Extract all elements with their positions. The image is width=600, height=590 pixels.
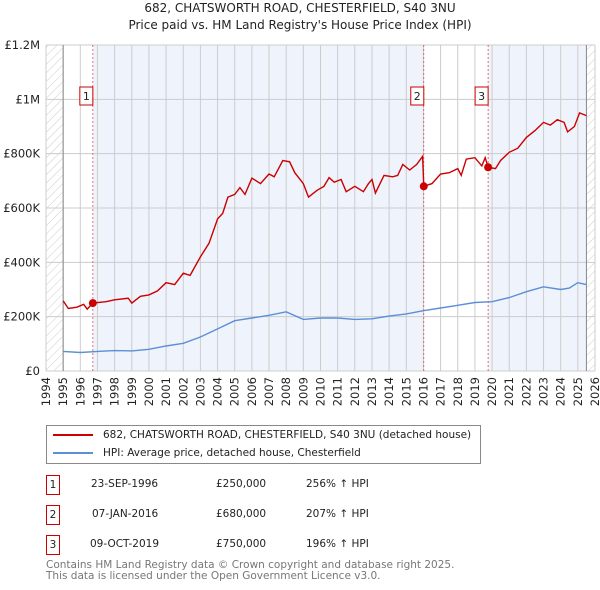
sale-price: £680,000 [216,508,267,520]
x-tick-label: 2021 [502,377,516,406]
x-tick-label: 1996 [73,377,87,406]
x-tick-label: 2017 [434,377,448,406]
sale-number: 1 [46,475,60,495]
chart-subtitle: Price paid vs. HM Land Registry's House … [128,18,472,32]
sale-date: 09-OCT-2019 [90,538,159,550]
x-tick-label: 1998 [108,377,122,406]
sale-label: 3 [478,90,485,103]
x-tick-label: 2001 [159,377,173,406]
x-tick-label: 2003 [193,377,207,406]
sale-label: 1 [83,90,90,103]
sale-label-box [474,86,489,106]
legend-swatch-property [53,434,93,436]
x-tick-label: 2015 [399,377,413,406]
x-tick-label: 2002 [176,377,190,406]
legend: 682, CHATSWORTH ROAD, CHESTERFIELD, S40 … [46,425,481,464]
legend-label: HPI: Average price, detached house, Ches… [103,447,361,459]
sale-hpi: 207% ↑ HPI [306,508,369,520]
x-tick-label: 2010 [314,377,328,406]
x-tick-label: 2004 [211,377,225,406]
x-tick-label: 2005 [228,377,242,406]
x-tick-label: 2020 [485,377,499,406]
sale-number: 2 [46,505,60,525]
x-tick-label: 1994 [39,377,53,406]
x-tick-label: 2011 [331,377,345,406]
chart-title: 682, CHATSWORTH ROAD, CHESTERFIELD, S40 … [144,1,456,15]
footer: Contains HM Land Registry data © Crown c… [46,560,454,582]
x-tick-label: 2007 [262,377,276,406]
y-tick-label: £600K [3,201,40,215]
x-tick-label: 2022 [519,377,533,406]
footer-copyright: Contains HM Land Registry data © Crown c… [46,559,455,571]
y-tick-label: £400K [3,255,40,269]
x-tick-label: 2014 [382,377,396,406]
y-tick-label: £1.2M [4,38,40,52]
sale-number: 3 [46,535,60,555]
x-tick-label: 2016 [416,377,430,406]
x-tick-label: 2026 [588,377,600,406]
legend-swatch-hpi [53,452,93,454]
sale-label: 2 [414,90,421,103]
series-line-property [62,111,587,311]
sale-date: 07-JAN-2016 [92,508,159,520]
legend-item-hpi: HPI: Average price, detached house, Ches… [53,447,361,459]
x-tick-label: 2008 [279,377,293,406]
x-tick-label: 2012 [348,377,362,406]
sale-date: 23-SEP-1996 [91,478,159,490]
sale-label-box [410,86,425,106]
series-line-hpi [63,281,587,354]
x-tick-label: 2000 [142,377,156,406]
x-tick-label: 1999 [125,377,139,406]
sale-point [419,182,428,191]
sale-point [484,163,493,172]
sale-hpi: 256% ↑ HPI [306,478,369,490]
y-tick-label: £0 [25,364,40,378]
x-tick-label: 2006 [245,377,259,406]
y-tick-label: £200K [3,310,40,324]
sale-label-box [79,86,94,106]
footer-licence: This data is licensed under the Open Gov… [46,570,381,582]
legend-label: 682, CHATSWORTH ROAD, CHESTERFIELD, S40 … [103,429,472,441]
sale-price: £250,000 [216,478,267,490]
x-tick-label: 1995 [56,377,70,406]
y-tick-label: £1M [15,92,40,106]
x-tick-label: 2013 [365,377,379,406]
x-tick-label: 1997 [90,377,104,406]
x-tick-label: 2009 [296,377,310,406]
x-tick-label: 2024 [554,377,568,406]
y-tick-label: £800K [3,147,40,161]
sale-point [88,299,97,308]
sale-price: £750,000 [216,538,267,550]
x-tick-label: 2018 [451,377,465,406]
x-tick-label: 2025 [571,377,585,406]
sale-hpi: 196% ↑ HPI [306,538,369,550]
legend-item-property: 682, CHATSWORTH ROAD, CHESTERFIELD, S40 … [53,429,471,441]
x-tick-label: 2019 [468,377,482,406]
x-tick-label: 2023 [537,377,551,406]
